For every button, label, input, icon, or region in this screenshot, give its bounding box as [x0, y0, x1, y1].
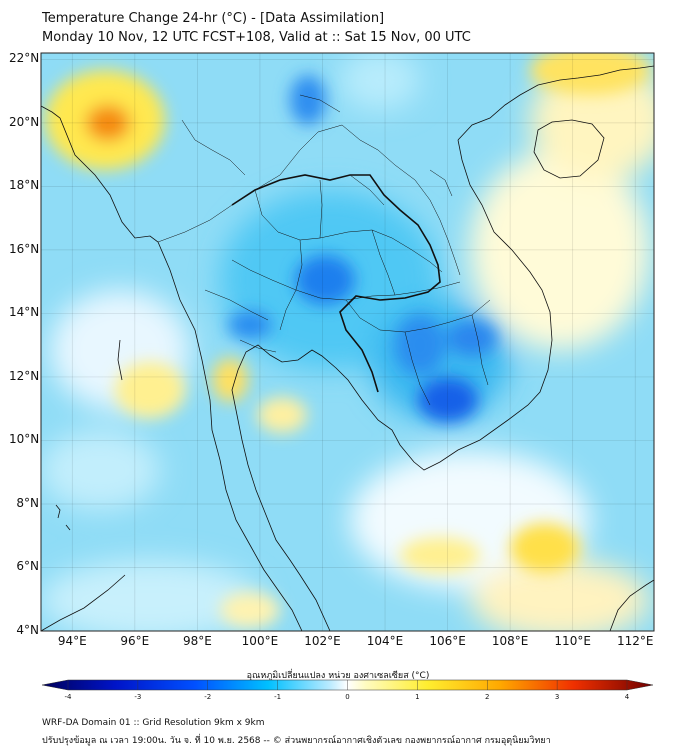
lat-tick-label: 22°N — [9, 51, 40, 66]
colorbar-tick-label: -4 — [64, 693, 72, 701]
lon-tick-label: 100°E — [241, 634, 279, 648]
colorbar — [41, 679, 654, 691]
lon-tick-label: 108°E — [491, 634, 529, 648]
colorbar-tick-label: -3 — [134, 693, 142, 701]
map-subtitle: Monday 10 Nov, 12 UTC FCST+108, Valid at… — [42, 30, 471, 45]
colorbar-tick-label: 4 — [624, 693, 630, 701]
lon-tick-label: 94°E — [57, 634, 87, 648]
lat-tick-label: 12°N — [9, 368, 40, 383]
thailand-border — [231, 174, 441, 393]
lat-tick-label: 10°N — [9, 432, 40, 447]
temperature-change-map — [40, 52, 655, 632]
lon-tick-label: 110°E — [554, 634, 591, 648]
colorbar-tick-label: 1 — [415, 693, 420, 701]
colorbar-label: อุณหภูมิเปลี่ยนแปลง หน่วย องศาเซลเซียส (… — [246, 671, 430, 681]
lat-tick-label: 14°N — [9, 305, 40, 320]
footer-domain-info: WRF-DA Domain 01 :: Grid Resolution 9km … — [42, 718, 265, 728]
colorbar-tick-label: -1 — [274, 693, 282, 701]
temperature-field — [41, 53, 654, 631]
colorbar-tick-label: 2 — [485, 693, 490, 701]
map-title: Temperature Change 24-hr (°C) - [Data As… — [42, 11, 385, 26]
lat-tick-label: 6°N — [16, 559, 39, 574]
coastlines — [41, 65, 654, 631]
colorbar-tick-label: 0 — [345, 693, 350, 701]
lat-tick-label: 18°N — [9, 178, 40, 193]
admin-borders — [157, 94, 491, 406]
lon-tick-label: 104°E — [366, 634, 404, 648]
map-frame — [40, 52, 655, 632]
footer-update-info: ปรับปรุงข้อมูล ณ เวลา 19:00น. วัน จ. ที่… — [42, 736, 551, 746]
lon-tick-label: 106°E — [429, 634, 466, 648]
lon-tick-label: 96°E — [120, 634, 150, 648]
lat-tick-label: 16°N — [9, 241, 40, 256]
lat-tick-label: 20°N — [9, 114, 40, 129]
lon-tick-label: 102°E — [304, 634, 341, 648]
lon-tick-label: 98°E — [182, 634, 212, 648]
colorbar-tick-label: -2 — [204, 693, 212, 701]
lon-tick-label: 112°E — [616, 634, 654, 648]
colorbar-tick-label: 3 — [554, 693, 560, 701]
lat-tick-label: 4°N — [16, 623, 39, 637]
lat-tick-label: 8°N — [16, 495, 39, 510]
